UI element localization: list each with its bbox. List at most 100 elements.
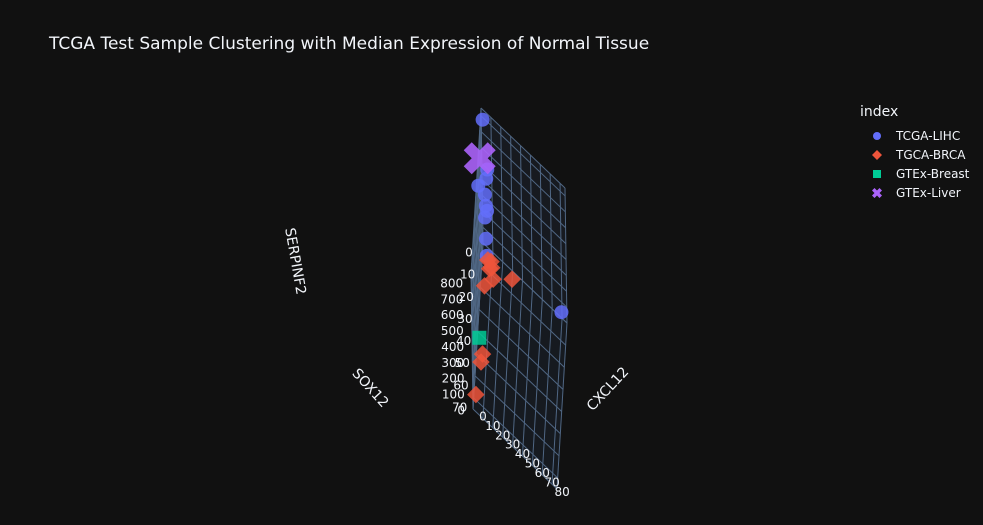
grid-z-wall-x — [482, 242, 568, 324]
x-tick-label: 10 — [485, 419, 500, 433]
legend-marker[interactable] — [872, 149, 882, 160]
legend-items: TCGA-LIHC TGCA-BRCA GTEx-Breast GTEx-Liver — [860, 126, 969, 202]
z-tick-label: 600 — [441, 308, 464, 322]
y-tick-label: 30 — [457, 312, 472, 326]
grid-z-wall-x — [481, 163, 567, 244]
x-tick-label: 0 — [479, 410, 487, 424]
grid-x-floor — [541, 308, 553, 475]
z-tick-label: 200 — [442, 372, 465, 386]
y-tick-label: 40 — [456, 334, 471, 348]
data-points — [463, 112, 569, 404]
edge — [470, 273, 474, 410]
y-tick-label: 0 — [465, 246, 473, 260]
grid-x-wall — [529, 155, 533, 291]
point-TCGA-LIHC[interactable] — [554, 305, 569, 320]
x-tick-label: 20 — [495, 428, 510, 442]
edge — [480, 107, 566, 189]
legend-label: GTEx-Breast — [896, 166, 970, 181]
x-tick-label: 60 — [535, 466, 550, 480]
legend-item-GTEx-Liver[interactable]: GTEx-Liver — [860, 183, 969, 202]
legend-marker[interactable] — [873, 131, 881, 140]
point-TCGA-LIHC[interactable] — [479, 231, 494, 246]
y-tick-label: 10 — [460, 268, 475, 282]
edge — [556, 322, 568, 490]
series-GTEx-Liver — [463, 142, 496, 175]
point-TCGA-LIHC[interactable] — [475, 112, 490, 127]
grid-x-floor — [512, 280, 524, 447]
grid-z-wall-x — [480, 115, 566, 197]
series-TGCA-BRCA — [467, 251, 521, 404]
grid-x-floor — [531, 299, 543, 466]
y-tick-label: 50 — [455, 356, 470, 370]
diamond-marker-icon — [870, 148, 884, 162]
pane-xy — [473, 243, 567, 489]
grid-x-wall — [510, 136, 514, 272]
legend-item-GTEx-Breast[interactable]: GTEx-Breast — [860, 164, 969, 183]
point-TCGA-LIHC[interactable] — [478, 210, 493, 225]
z-tick-label: 100 — [442, 388, 465, 402]
z-axis-title: SERPINF2 — [281, 227, 308, 296]
point-TCGA-LIHC[interactable] — [479, 171, 494, 186]
x-tick-label: 80 — [554, 485, 569, 499]
point-TGCA-BRCA[interactable] — [467, 385, 485, 404]
tick-labels: 0102030405060708001020304050607001002003… — [440, 246, 570, 499]
y-tick-label: 20 — [459, 290, 474, 304]
x-tick-label: 50 — [525, 457, 540, 471]
grid-x-wall — [500, 126, 504, 262]
grid-x-wall — [539, 164, 543, 300]
point-TGCA-BRCA[interactable] — [482, 252, 500, 271]
chart-title: TCGA Test Sample Clustering with Median … — [49, 34, 650, 54]
point-TGCA-BRCA[interactable] — [475, 277, 494, 295]
legend-item-TCGA-LIHC[interactable]: TCGA-LIHC — [860, 126, 969, 145]
pane-xz — [481, 108, 567, 323]
legend-item-TGCA-BRCA[interactable]: TGCA-BRCA — [860, 145, 969, 164]
point-GTEx-Liver[interactable] — [463, 142, 496, 175]
y-tick-label: 70 — [452, 400, 467, 414]
z-tick-label: 300 — [441, 356, 464, 370]
point-TGCA-BRCA[interactable] — [503, 270, 521, 289]
grid-x-wall — [559, 183, 563, 319]
legend-label: TGCA-BRCA — [896, 147, 966, 162]
grid-z-wall-x — [482, 226, 568, 308]
point-TGCA-BRCA[interactable] — [472, 353, 490, 371]
legend-marker[interactable] — [873, 169, 881, 178]
grid-y-floor — [477, 331, 563, 412]
y-tick-label: 60 — [453, 378, 468, 392]
legend-title: index — [860, 104, 899, 120]
legend-label: GTEx-Liver — [896, 185, 961, 200]
z-tick-label: 700 — [440, 292, 463, 306]
x-tick-label: 70 — [545, 475, 560, 489]
grid-z-wall-x — [481, 179, 567, 260]
grid-x-wall — [490, 117, 494, 253]
grid-y-floor — [473, 397, 559, 479]
series-GTEx-Breast — [472, 330, 487, 345]
grid-z-wall-y — [472, 242, 484, 410]
z-tick-label: 800 — [440, 276, 463, 290]
grid-z-wall-x — [481, 147, 566, 229]
grid-x-floor — [492, 261, 504, 428]
grid-z-wall-x — [481, 194, 567, 276]
edge — [564, 187, 568, 324]
grid-x-wall — [520, 145, 524, 281]
grid-x-floor — [521, 290, 533, 457]
x-axis-title: CXCL12 — [584, 364, 632, 414]
legend-marker[interactable] — [872, 187, 882, 198]
z-tick-label: 0 — [457, 404, 465, 418]
point-TCGA-LIHC[interactable] — [477, 187, 492, 202]
grid-y-floor — [478, 309, 564, 390]
point-GTEx-Breast[interactable] — [472, 330, 487, 345]
grid-y-floor — [475, 353, 561, 435]
grid-z-wall-y — [471, 147, 483, 314]
z-tick-label: 400 — [441, 340, 464, 354]
legend-label: TCGA-LIHC — [896, 128, 961, 143]
z-tick-label: 500 — [441, 324, 464, 338]
edge — [472, 408, 558, 490]
grid-z-wall-x — [481, 131, 566, 213]
grid-x-floor — [502, 271, 514, 438]
grid-x-floor — [551, 318, 563, 485]
x-tick-label: 30 — [505, 438, 520, 452]
y-axis-title: SOX12 — [348, 366, 391, 411]
grid-z-wall-x — [482, 210, 567, 292]
x-tick-label: 40 — [515, 447, 530, 461]
